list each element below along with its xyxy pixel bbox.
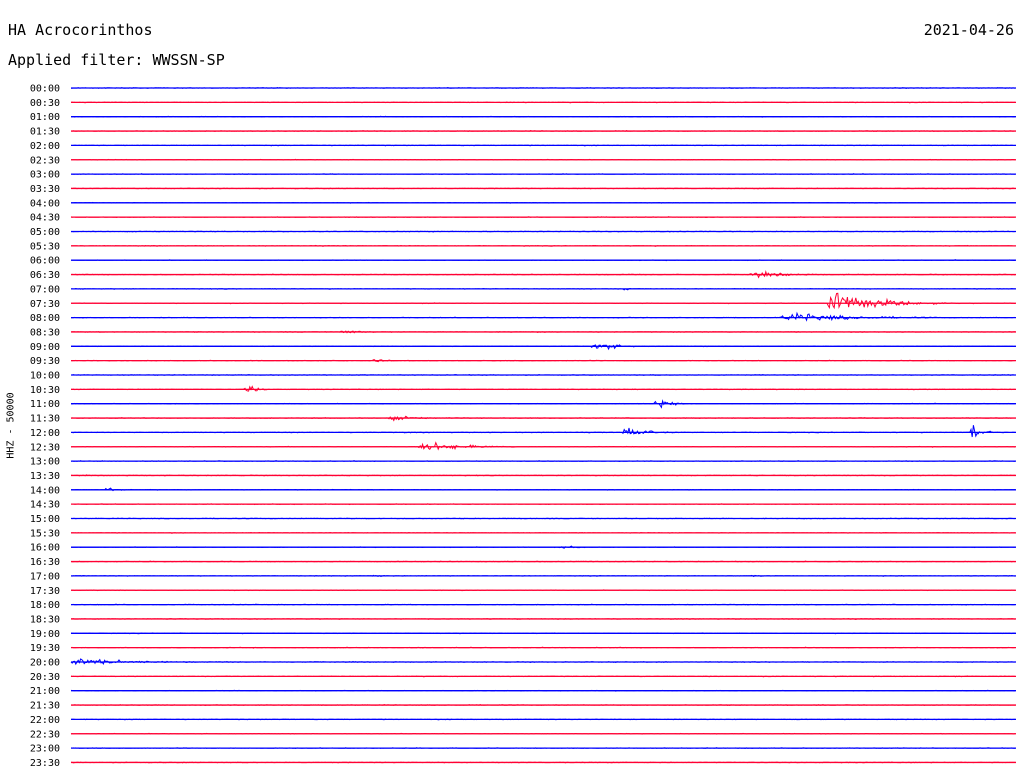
time-tick-label: 04:30 <box>30 213 60 224</box>
time-tick-label: 16:30 <box>30 557 60 568</box>
time-tick-label: 15:30 <box>30 528 60 539</box>
time-tick-label: 09:30 <box>30 356 60 367</box>
time-tick-label: 05:30 <box>30 241 60 252</box>
time-tick-label: 13:00 <box>30 457 60 468</box>
time-tick-label: 23:30 <box>30 758 60 769</box>
time-tick-label: 13:30 <box>30 471 60 482</box>
time-tick-label: 20:30 <box>30 672 60 683</box>
time-tick-label: 06:00 <box>30 256 60 267</box>
time-tick-label: 19:00 <box>30 629 60 640</box>
time-tick-label: 09:00 <box>30 342 60 353</box>
time-tick-label: 20:00 <box>30 658 60 669</box>
trace-row <box>71 344 1016 351</box>
time-tick-label: 01:00 <box>30 112 60 123</box>
time-tick-label: 17:00 <box>30 571 60 582</box>
time-tick-label: 07:30 <box>30 299 60 310</box>
time-tick-label: 19:30 <box>30 643 60 654</box>
time-tick-label: 18:00 <box>30 600 60 611</box>
time-tick-label: 21:30 <box>30 701 60 712</box>
trace-row <box>71 425 1016 438</box>
time-tick-label: 02:30 <box>30 155 60 166</box>
trace-row <box>70 441 1016 451</box>
time-tick-label: 00:30 <box>30 98 60 109</box>
time-tick-label: 08:30 <box>30 327 60 338</box>
station-title: HA Acrocorinthos <box>8 21 153 39</box>
time-tick-label: 02:00 <box>30 141 60 152</box>
time-tick-label: 14:00 <box>30 485 60 496</box>
time-tick-label: 06:30 <box>30 270 60 281</box>
time-tick-label: 23:00 <box>30 744 60 755</box>
trace-group <box>70 86 1016 764</box>
filter-label: Applied filter: WWSSN-SP <box>8 51 225 69</box>
time-tick-label: 16:00 <box>30 543 60 554</box>
time-tick-label: 21:00 <box>30 686 60 697</box>
time-tick-label: 10:30 <box>30 385 60 396</box>
time-tick-label: 11:30 <box>30 414 60 425</box>
time-tick-label: 18:30 <box>30 614 60 625</box>
time-tick-label: 22:30 <box>30 729 60 740</box>
time-tick-label: 03:00 <box>30 170 60 181</box>
time-tick-label: 15:00 <box>30 514 60 525</box>
time-tick-label: 22:00 <box>30 715 60 726</box>
tick-label-group: 00:00 00:30 01:00 01:30 02:00 02:30 03:00 03:30… <box>30 84 60 769</box>
time-tick-label: 14:30 <box>30 500 60 511</box>
time-tick-label: 10:00 <box>30 371 60 382</box>
time-tick-label: 03:30 <box>30 184 60 195</box>
time-tick-label: 11:00 <box>30 399 60 410</box>
trace-row <box>71 311 1016 322</box>
time-tick-label: 01:30 <box>30 127 60 138</box>
trace-row <box>71 292 1016 310</box>
time-tick-label: 00:00 <box>30 84 60 95</box>
time-tick-label: 07:00 <box>30 284 60 295</box>
time-tick-label: 08:00 <box>30 313 60 324</box>
time-tick-label: 05:00 <box>30 227 60 238</box>
time-tick-label: 04:00 <box>30 198 60 209</box>
time-tick-label: 12:00 <box>30 428 60 439</box>
date-label: 2021-04-26 <box>923 21 1014 39</box>
time-tick-label: 17:30 <box>30 586 60 597</box>
time-tick-label: 12:30 <box>30 442 60 453</box>
